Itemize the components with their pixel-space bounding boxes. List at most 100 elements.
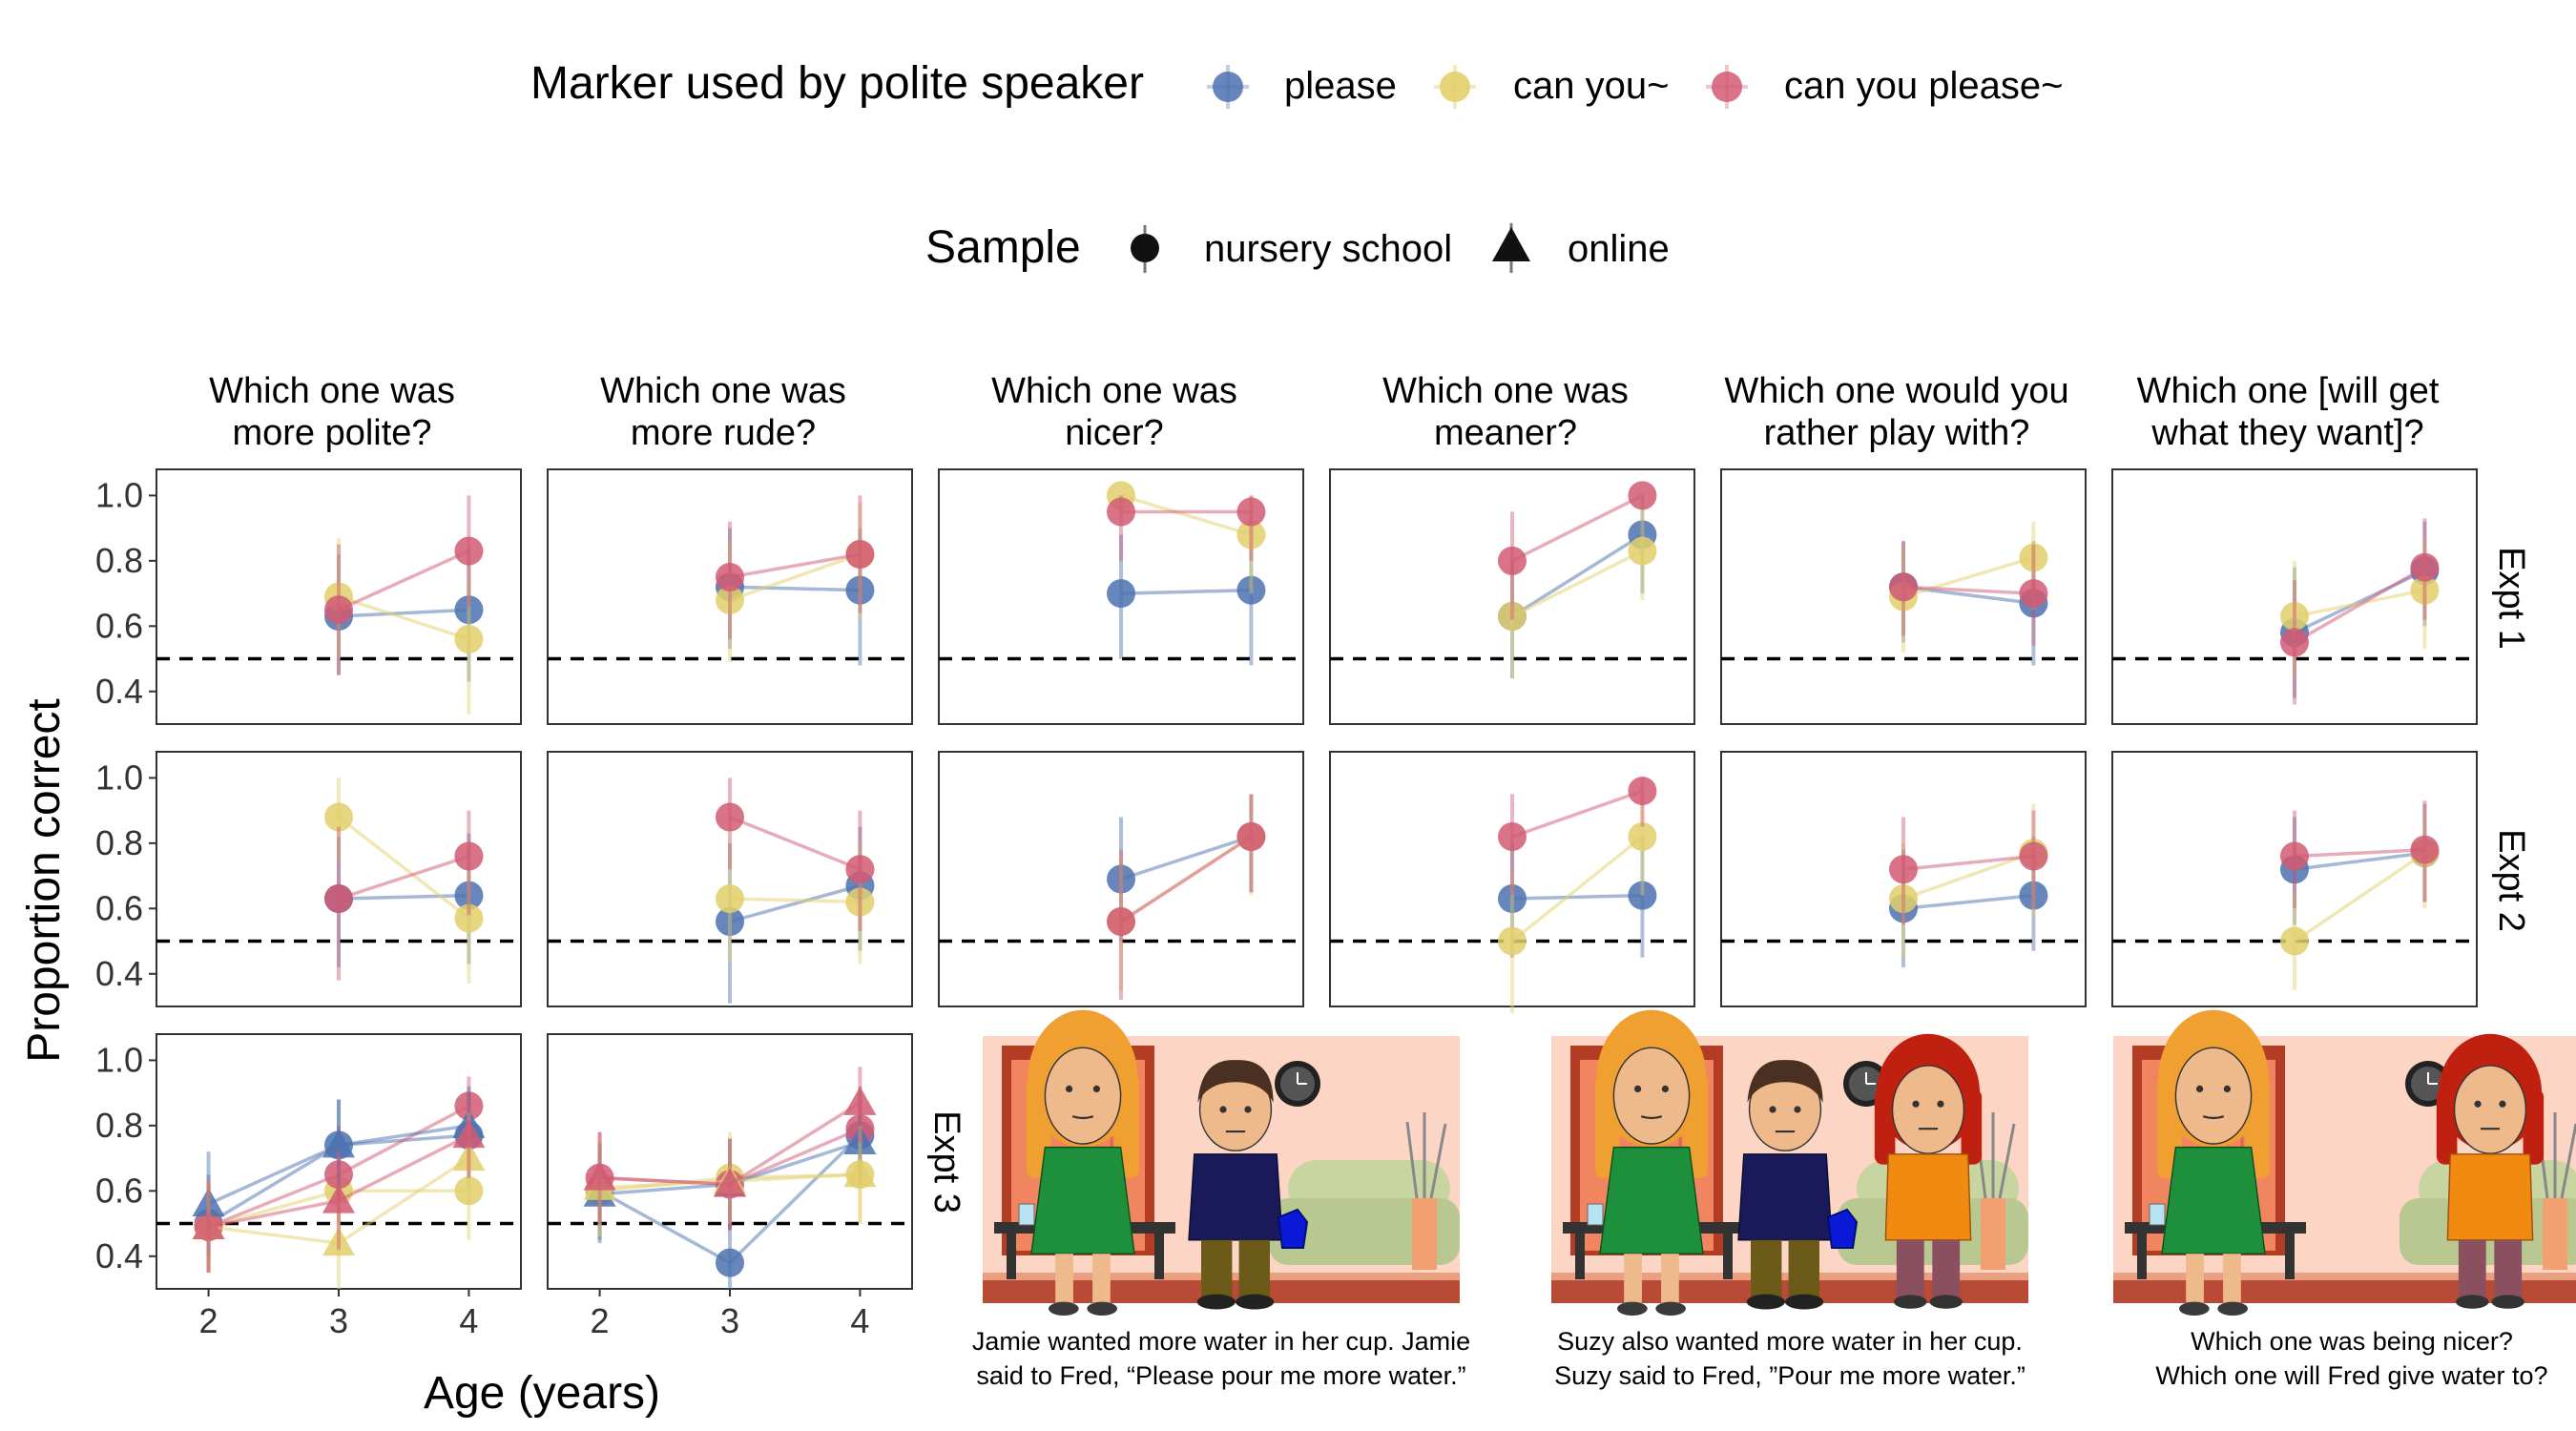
series-line [1120, 835, 1252, 881]
series-line [1902, 854, 2034, 871]
illustration-scene-three [2111, 1008, 2576, 1317]
x-tick-label: 3 [329, 1301, 348, 1340]
panel-expt-2-col-4 [1329, 751, 1695, 1013]
data-point [1628, 481, 1657, 510]
data-point [583, 1161, 616, 1191]
data-point [1628, 822, 1657, 851]
column-header-get: Which one [will get what they want]? [2137, 371, 2440, 453]
legend-marker-can-you [1440, 72, 1470, 102]
series-line [2294, 851, 2426, 943]
data-point [845, 887, 875, 917]
legend-item-please: please [1207, 65, 1397, 109]
x-tick-label: 4 [459, 1301, 478, 1340]
row-strip-expt-1: Expt 1 [2491, 547, 2531, 650]
data-point [2019, 579, 2048, 609]
data-point [454, 625, 484, 653]
series-can-you-please-nursery-school [324, 495, 484, 675]
data-point [1498, 546, 1527, 575]
y-tick-label: 0.8 [95, 541, 143, 580]
y-tick-label: 1.0 [95, 1040, 143, 1079]
legend-label-can-you: can you~ [1513, 65, 1669, 107]
data-point [843, 1125, 877, 1154]
series-line [1120, 835, 1253, 923]
y-tick-label: 0.8 [95, 823, 143, 862]
marker-legend: please can you~ can you please~ [1207, 65, 2063, 109]
x-axis-title: Age (years) [424, 1368, 660, 1419]
data-point [2280, 841, 2309, 871]
illustration-scene-two [1549, 1008, 2030, 1317]
panel-expt-2-col-1 [156, 751, 522, 1007]
data-point [324, 1160, 353, 1190]
y-axis-title: Proportion correct [19, 698, 70, 1063]
series-line [1902, 851, 2035, 901]
series-can-you-nursery-school [1498, 502, 1657, 679]
data-point [1628, 881, 1657, 910]
data-point [716, 802, 744, 832]
data-point [716, 1248, 744, 1277]
column-header-rude: Which one was more rude? [600, 371, 846, 453]
data-point [454, 1091, 484, 1121]
series-line [1510, 835, 1644, 943]
x-tick-label: 2 [199, 1301, 218, 1340]
series-line [2294, 851, 2425, 871]
data-point [843, 1158, 877, 1188]
series-line [338, 854, 469, 901]
series-line [338, 594, 469, 641]
panel-expt-1-col-6 [2111, 468, 2478, 725]
legend-item-nursery-school: nursery school [1131, 225, 1452, 273]
series-can-you-please-nursery-school [1498, 777, 1657, 896]
series-can-you-please-nursery-school [2280, 800, 2440, 909]
legend-marker-online [1492, 227, 1530, 261]
series-line [338, 893, 469, 901]
data-point [2280, 602, 2309, 632]
data-point [1236, 520, 1266, 550]
series-line [1511, 550, 1644, 618]
data-point [1889, 572, 1918, 602]
y-tick-label: 0.8 [95, 1106, 143, 1145]
data-point [452, 1142, 486, 1172]
row-strip-expt-2: Expt 2 [2491, 829, 2531, 932]
data-point [2410, 835, 2440, 864]
data-point [2280, 926, 2309, 956]
legend-label-can-you-please: can you please~ [1784, 65, 2063, 107]
data-point [454, 881, 484, 910]
data-point [1889, 884, 1918, 914]
series-please-nursery-school [324, 548, 484, 682]
data-point [1498, 926, 1527, 956]
panel-expt-2-col-5 [1720, 751, 2087, 1007]
data-point [716, 907, 744, 936]
data-point [324, 595, 353, 625]
series-can-you-nursery-school [324, 778, 484, 985]
y-tick-label: 0.4 [95, 954, 143, 993]
panel-frame [547, 1033, 913, 1290]
series-line [1902, 555, 2034, 599]
data-point [1498, 822, 1527, 851]
data-point [845, 855, 875, 884]
series-can-you-please-nursery-school [716, 778, 875, 932]
data-point [2410, 575, 2440, 605]
y-tick-label: 0.4 [95, 672, 143, 711]
series-line [729, 883, 861, 923]
y-tick-label: 1.0 [95, 757, 143, 797]
panel-expt-2-col-3 [938, 751, 1304, 1007]
series-can-you-please-nursery-school [1498, 481, 1657, 620]
data-point [454, 536, 484, 566]
data-point [322, 1227, 355, 1256]
series-line [1120, 588, 1252, 595]
series-can-you-please-nursery-school [1107, 495, 1266, 561]
data-point [1236, 497, 1266, 527]
column-header-nicer: Which one was nicer? [991, 371, 1237, 453]
panel-expt-2-col-6 [2111, 751, 2478, 1007]
data-point [454, 1176, 484, 1206]
series-line [1902, 893, 2034, 911]
panel-expt-1-col-3 [938, 468, 1304, 725]
panels [156, 468, 2478, 1290]
data-point [1236, 822, 1266, 851]
x-axes: 2 3 4 2 3 4 [199, 1289, 869, 1340]
panel-expt-1-col-4 [1329, 468, 1695, 725]
data-point [324, 884, 353, 914]
data-point [2019, 841, 2048, 871]
y-tick-label: 1.0 [95, 475, 143, 514]
series-can-you-please-nursery-school [1107, 794, 1266, 1001]
series-line [1511, 789, 1644, 839]
